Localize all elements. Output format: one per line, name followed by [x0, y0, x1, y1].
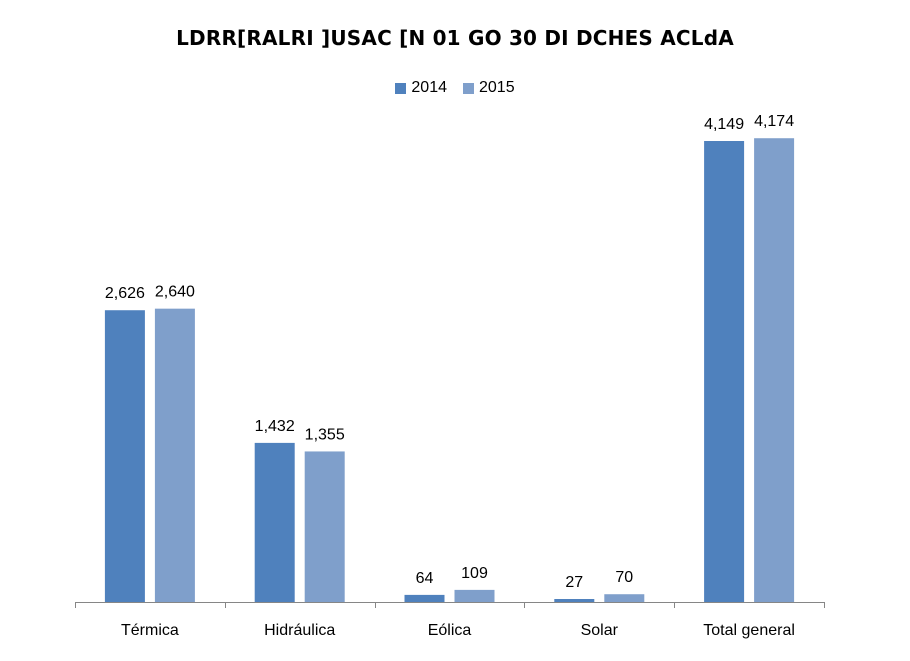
bar-2015-1 [304, 451, 345, 602]
category-label-3: Solar [581, 622, 619, 639]
bar-2015-4 [754, 138, 795, 602]
bar-2014-1 [254, 442, 295, 602]
chart-title: LDRR[RALRI ]USAC [N 01 GO 30 DI DCHES AC… [176, 26, 734, 50]
data-label-2014-0: 2,626 [105, 285, 145, 302]
legend-label-2015: 2015 [479, 79, 515, 96]
data-label-2015-2: 109 [461, 565, 488, 582]
legend-swatch-2015 [463, 82, 474, 94]
bar-2014-0 [104, 310, 145, 602]
legend-swatch-2014 [395, 82, 407, 94]
data-label-2014-1: 1,432 [255, 418, 295, 435]
data-label-2014-4: 4,149 [704, 116, 744, 133]
category-label-0: Térmica [121, 622, 179, 639]
data-label-2015-3: 70 [615, 569, 633, 586]
bar-2014-2 [404, 594, 445, 602]
data-label-2015-4: 4,174 [754, 113, 794, 130]
legend-label-2014: 2014 [411, 79, 447, 96]
data-label-2015-1: 1,355 [305, 426, 345, 443]
legend-item-2015: 2015 [463, 79, 515, 97]
bar-2015-0 [154, 308, 195, 602]
category-label-4: Total general [703, 622, 795, 639]
data-label-2014-2: 64 [416, 570, 434, 587]
category-label-1: Hidráulica [264, 622, 335, 639]
bar-2014-3 [554, 599, 595, 602]
data-label-2015-0: 2,640 [155, 284, 195, 301]
data-label-2014-3: 27 [565, 574, 583, 591]
bar-2015-2 [454, 589, 495, 602]
legend-item-2014: 2014 [395, 79, 447, 97]
bar-2014-4 [704, 141, 745, 602]
legend: 2014 2015 [0, 79, 910, 97]
category-label-2: Eólica [428, 622, 472, 639]
bar-2015-3 [604, 594, 645, 602]
